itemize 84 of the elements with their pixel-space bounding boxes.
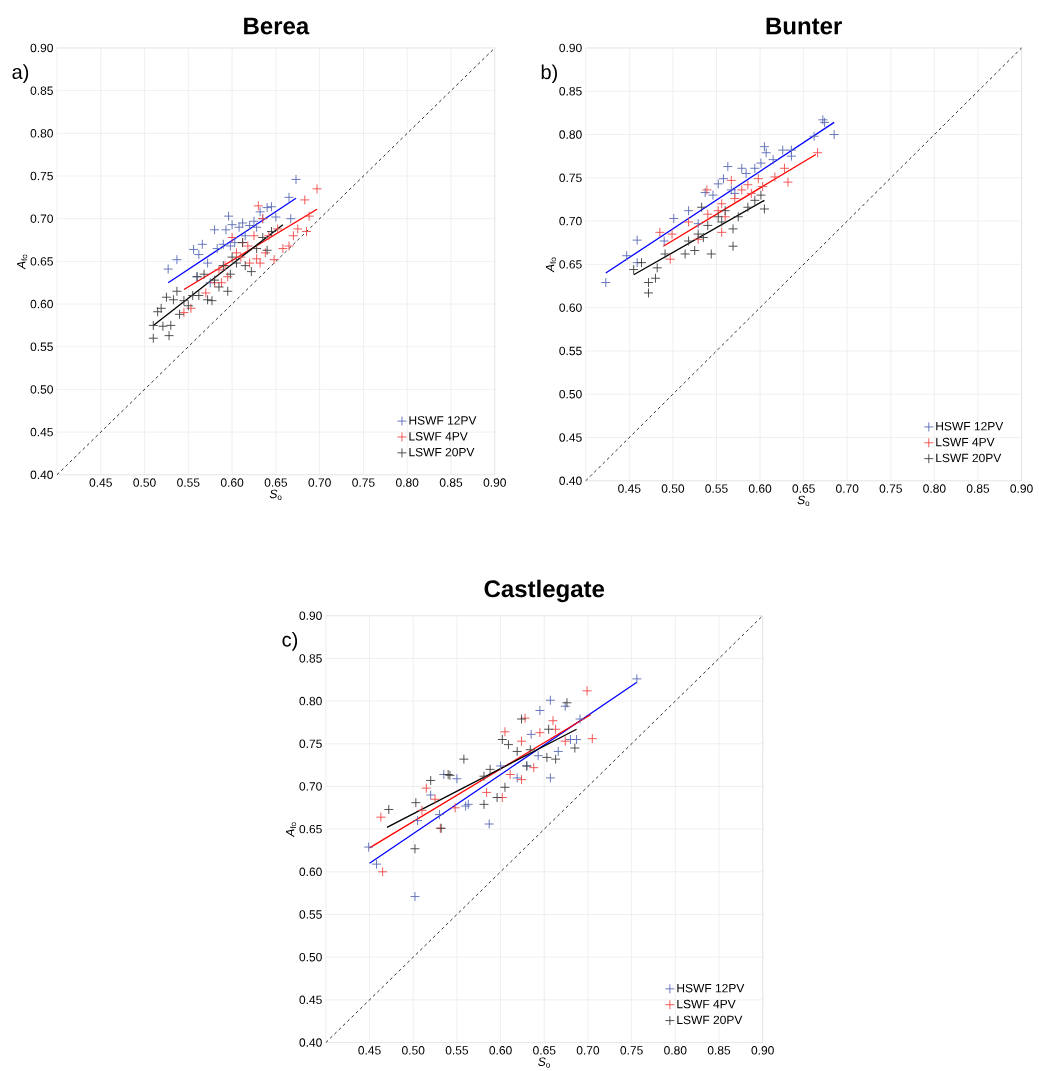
y-axis-title: A$_{fo}$	[546, 257, 557, 273]
text: b)	[541, 64, 558, 84]
x-tick-label: 0.80	[396, 478, 419, 487]
x-tick-label: 0.45	[358, 1046, 381, 1055]
y-tick-label: 0.50	[299, 952, 323, 962]
x-tick-label: 0.60	[221, 478, 244, 487]
y-axis-title: A$_{fo}$	[17, 254, 28, 270]
y-tick-label: 0.55	[559, 346, 582, 356]
x-tick-label: 0.45	[618, 484, 641, 493]
y-tick-label: 0.50	[30, 385, 54, 394]
y-tick-label: 0.85	[559, 87, 582, 96]
x-axis-title: S$_{o}$	[797, 495, 810, 506]
x-tick-label: 0.55	[705, 484, 728, 493]
x-tick-label: 0.85	[967, 484, 990, 493]
y-tick-label: 0.75	[559, 173, 582, 183]
x-tick-label: 0.65	[792, 484, 816, 493]
y-tick-label: 0.90	[559, 43, 582, 53]
x-tick-label: 0.90	[483, 478, 507, 487]
y-tick-label: 0.40	[30, 470, 54, 480]
y-tick-label: 0.85	[30, 86, 54, 95]
y-tick-label: 0.45	[559, 433, 582, 442]
x-tick-label: 0.75	[352, 478, 375, 487]
legend-label: HSWF 12PV	[409, 416, 477, 425]
x-tick-label: 0.85	[708, 1046, 731, 1055]
y-tick-label: 0.40	[559, 476, 582, 486]
y-tick-label: 0.90	[299, 611, 323, 620]
x-tick-label: 0.55	[445, 1046, 469, 1055]
x-tick-label: 0.55	[177, 478, 200, 487]
legend-label: LSWF 20PV	[936, 453, 1002, 463]
x-tick-label: 0.85	[440, 478, 463, 487]
x-tick-label: 0.90	[1010, 484, 1033, 493]
x-axis-title: S$_{o}$	[538, 1057, 551, 1068]
y-tick-label: 0.55	[299, 910, 323, 919]
y-tick-label: 0.80	[299, 696, 323, 706]
y-tick-label: 0.70	[559, 216, 582, 226]
x-tick-label: 0.60	[749, 484, 772, 493]
y-tick-label: 0.80	[559, 130, 582, 139]
y-tick-label: 0.45	[299, 995, 323, 1005]
y-tick-label: 0.70	[299, 782, 323, 791]
y-tick-label: 0.50	[559, 389, 582, 399]
x-tick-label: 0.90	[751, 1046, 775, 1055]
legend-label: LSWF 4PV	[936, 437, 995, 447]
chart-title: Castlegate	[484, 579, 605, 603]
text: c)	[282, 632, 298, 651]
x-tick-label: 0.50	[133, 478, 156, 487]
y-tick-label: 0.75	[30, 171, 54, 181]
legend-label: LSWF 20PV	[677, 1015, 743, 1025]
x-tick-label: 0.75	[879, 484, 903, 493]
x-axis-title: S$_{o}$	[269, 489, 282, 500]
y-tick-label: 0.75	[299, 739, 323, 748]
x-tick-label: 0.80	[923, 484, 946, 493]
x-tick-label: 0.70	[308, 478, 332, 487]
legend-label: HSWF 12PV	[936, 421, 1004, 431]
x-tick-label: 0.45	[89, 478, 113, 487]
legend-label: LSWF 4PV	[677, 999, 736, 1009]
x-tick-label: 0.65	[264, 478, 288, 487]
legend-label: LSWF 4PV	[409, 432, 468, 441]
chart-title: Berea	[244, 17, 310, 35]
x-tick-label: 0.60	[489, 1046, 513, 1055]
x-tick-label: 0.50	[661, 484, 685, 493]
legend-label: HSWF 12PV	[677, 983, 745, 993]
x-tick-label: 0.65	[533, 1046, 556, 1055]
legend-label: LSWF 20PV	[409, 447, 475, 457]
y-tick-label: 0.65	[559, 260, 582, 269]
y-tick-label: 0.65	[299, 824, 323, 834]
y-tick-label: 0.70	[30, 214, 54, 223]
y-tick-label: 0.80	[30, 129, 54, 138]
y-tick-label: 0.60	[299, 867, 323, 877]
y-axis-title: A$_{fo}$	[286, 822, 297, 838]
y-tick-label: 0.60	[30, 299, 54, 309]
x-tick-label: 0.80	[664, 1046, 687, 1055]
y-tick-label: 0.85	[299, 654, 323, 663]
y-tick-label: 0.55	[30, 342, 54, 351]
x-tick-label: 0.75	[620, 1046, 644, 1055]
y-tick-label: 0.90	[30, 43, 54, 53]
chart-title: Bunter	[766, 17, 843, 35]
text: a)	[12, 64, 29, 83]
x-tick-label: 0.70	[576, 1046, 600, 1055]
y-tick-label: 0.40	[299, 1038, 323, 1047]
y-tick-label: 0.60	[559, 303, 582, 312]
y-tick-label: 0.45	[30, 427, 54, 437]
x-tick-label: 0.50	[402, 1046, 425, 1055]
y-tick-label: 0.65	[30, 257, 54, 266]
x-tick-label: 0.70	[836, 484, 859, 493]
